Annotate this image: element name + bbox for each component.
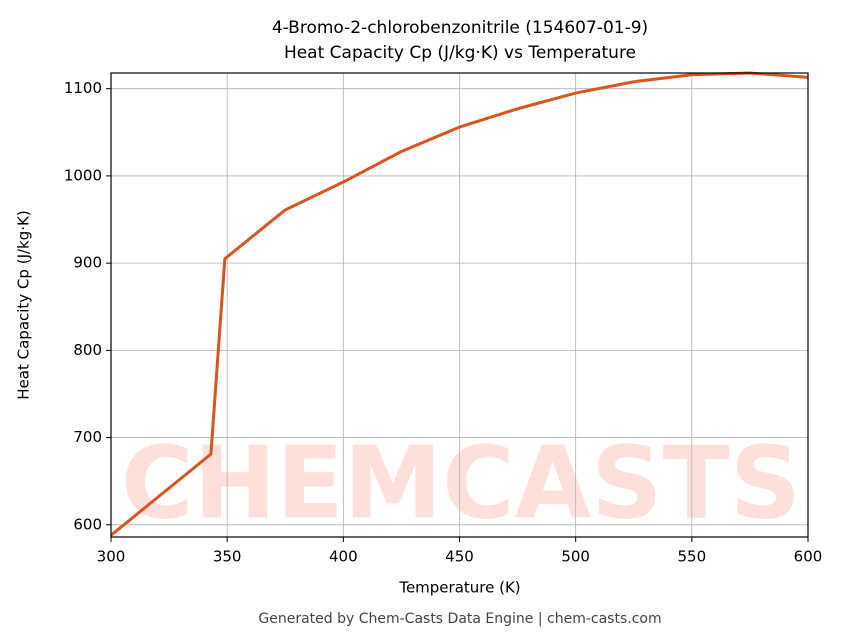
y-axis-label: Heat Capacity Cp (J/kg·K) (15, 210, 33, 399)
y-tick-label: 900 (73, 254, 102, 272)
y-tick-label: 700 (73, 428, 102, 446)
x-tick-label: 400 (329, 548, 358, 566)
x-tick-label: 350 (213, 548, 242, 566)
x-tick-label: 500 (561, 548, 590, 566)
x-tick-label: 300 (97, 548, 126, 566)
y-tick-label: 600 (73, 515, 102, 533)
x-tick-label: 550 (678, 548, 707, 566)
y-tick-label: 800 (73, 341, 102, 359)
x-tick-label: 450 (445, 548, 474, 566)
chart-title: 4-Bromo-2-chlorobenzonitrile (154607-01-… (272, 18, 648, 38)
footer: Generated by Chem-Casts Data Engine | ch… (258, 611, 661, 627)
y-tick-label: 1100 (64, 79, 102, 97)
data-line (110, 71, 809, 537)
x-tick-label: 600 (794, 548, 823, 566)
chart-subtitle: Heat Capacity Cp (J/kg·K) vs Temperature (284, 43, 636, 63)
y-tick-label: 1000 (64, 166, 102, 184)
plot-frame (110, 72, 809, 538)
watermark: CHEMCASTS (121, 424, 801, 541)
x-axis-label: Temperature (K) (398, 579, 520, 597)
